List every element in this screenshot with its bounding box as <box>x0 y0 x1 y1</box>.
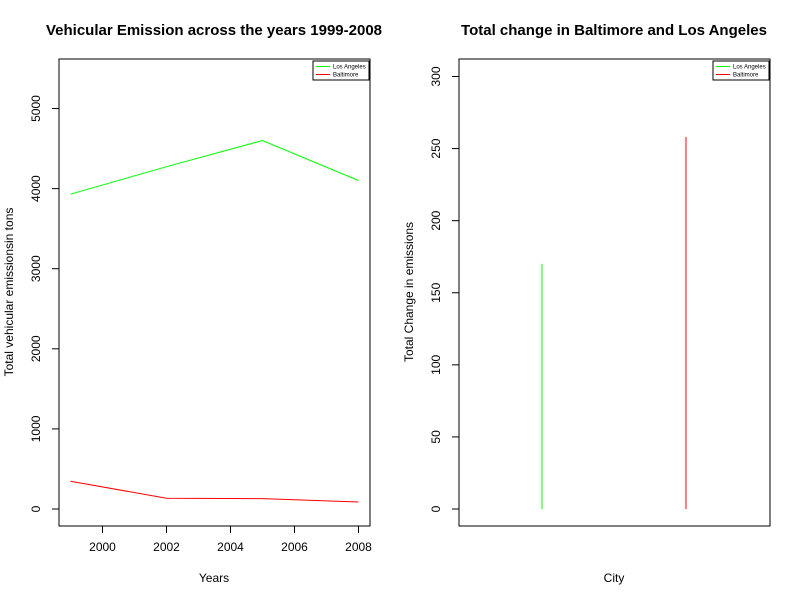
change-chart-title: Total change in Baltimore and Los Angele… <box>461 22 767 39</box>
y-tick-label: 250 <box>429 138 443 158</box>
y-tick-label: 0 <box>429 505 443 512</box>
line-chart-legend: Los Angeles Baltimore <box>312 60 370 81</box>
change-chart-plot-frame <box>458 58 771 527</box>
line-chart-x-axis-label: Years <box>199 571 229 585</box>
change-chart-legend-box <box>712 60 770 81</box>
change-chart-x-axis-label: City <box>604 571 625 585</box>
line-chart-series-group <box>70 139 359 503</box>
change-chart-y-axis-label: Total Change in emissions <box>402 222 416 362</box>
line-chart-title: Vehicular Emission across the years 1999… <box>46 22 382 39</box>
y-tick-label: 150 <box>429 282 443 302</box>
change-chart-legend-label-los-angeles: Los Angeles <box>733 65 766 71</box>
y-tick-label: 5000 <box>29 95 43 122</box>
y-tick-label: 0 <box>29 505 43 512</box>
x-tick-label: 2004 <box>217 540 244 554</box>
y-tick-label: 50 <box>429 430 443 444</box>
y-tick-label: 100 <box>429 355 443 375</box>
line-chart-y-axis-label: Total vehicular emissionsin tons <box>2 208 16 377</box>
x-tick-label: 2008 <box>345 540 372 554</box>
series-line-los-angeles <box>70 139 359 195</box>
change-chart-legend: Los Angeles Baltimore <box>712 60 770 81</box>
x-tick-label: 2006 <box>281 540 308 554</box>
y-tick-label: 2000 <box>29 335 43 362</box>
y-tick-label: 300 <box>429 66 443 86</box>
y-tick-label: 4000 <box>29 175 43 202</box>
line-chart-panel: Vehicular Emission across the years 1999… <box>2 22 382 585</box>
series-line-baltimore <box>70 480 359 503</box>
change-chart-panel: Total change in Baltimore and Los Angele… <box>402 22 771 585</box>
change-chart-y-axis: 0 50 100 150 200 250 300 <box>429 66 459 512</box>
line-chart-legend-box <box>312 60 370 81</box>
change-chart-bars-group <box>541 137 687 509</box>
line-chart-plot-frame <box>58 58 371 527</box>
y-tick-label: 1000 <box>29 415 43 442</box>
y-tick-label: 200 <box>429 210 443 230</box>
change-chart-legend-label-baltimore: Baltimore <box>733 73 759 79</box>
line-chart-legend-label-los-angeles: Los Angeles <box>333 65 366 71</box>
line-chart-x-axis: 2000 2002 2004 2006 2008 <box>89 526 372 554</box>
line-chart-legend-label-baltimore: Baltimore <box>333 73 359 79</box>
x-tick-label: 2000 <box>89 540 116 554</box>
line-chart-y-axis: 0 1000 2000 3000 4000 5000 <box>29 95 59 512</box>
x-tick-label: 2002 <box>153 540 180 554</box>
y-tick-label: 3000 <box>29 255 43 282</box>
